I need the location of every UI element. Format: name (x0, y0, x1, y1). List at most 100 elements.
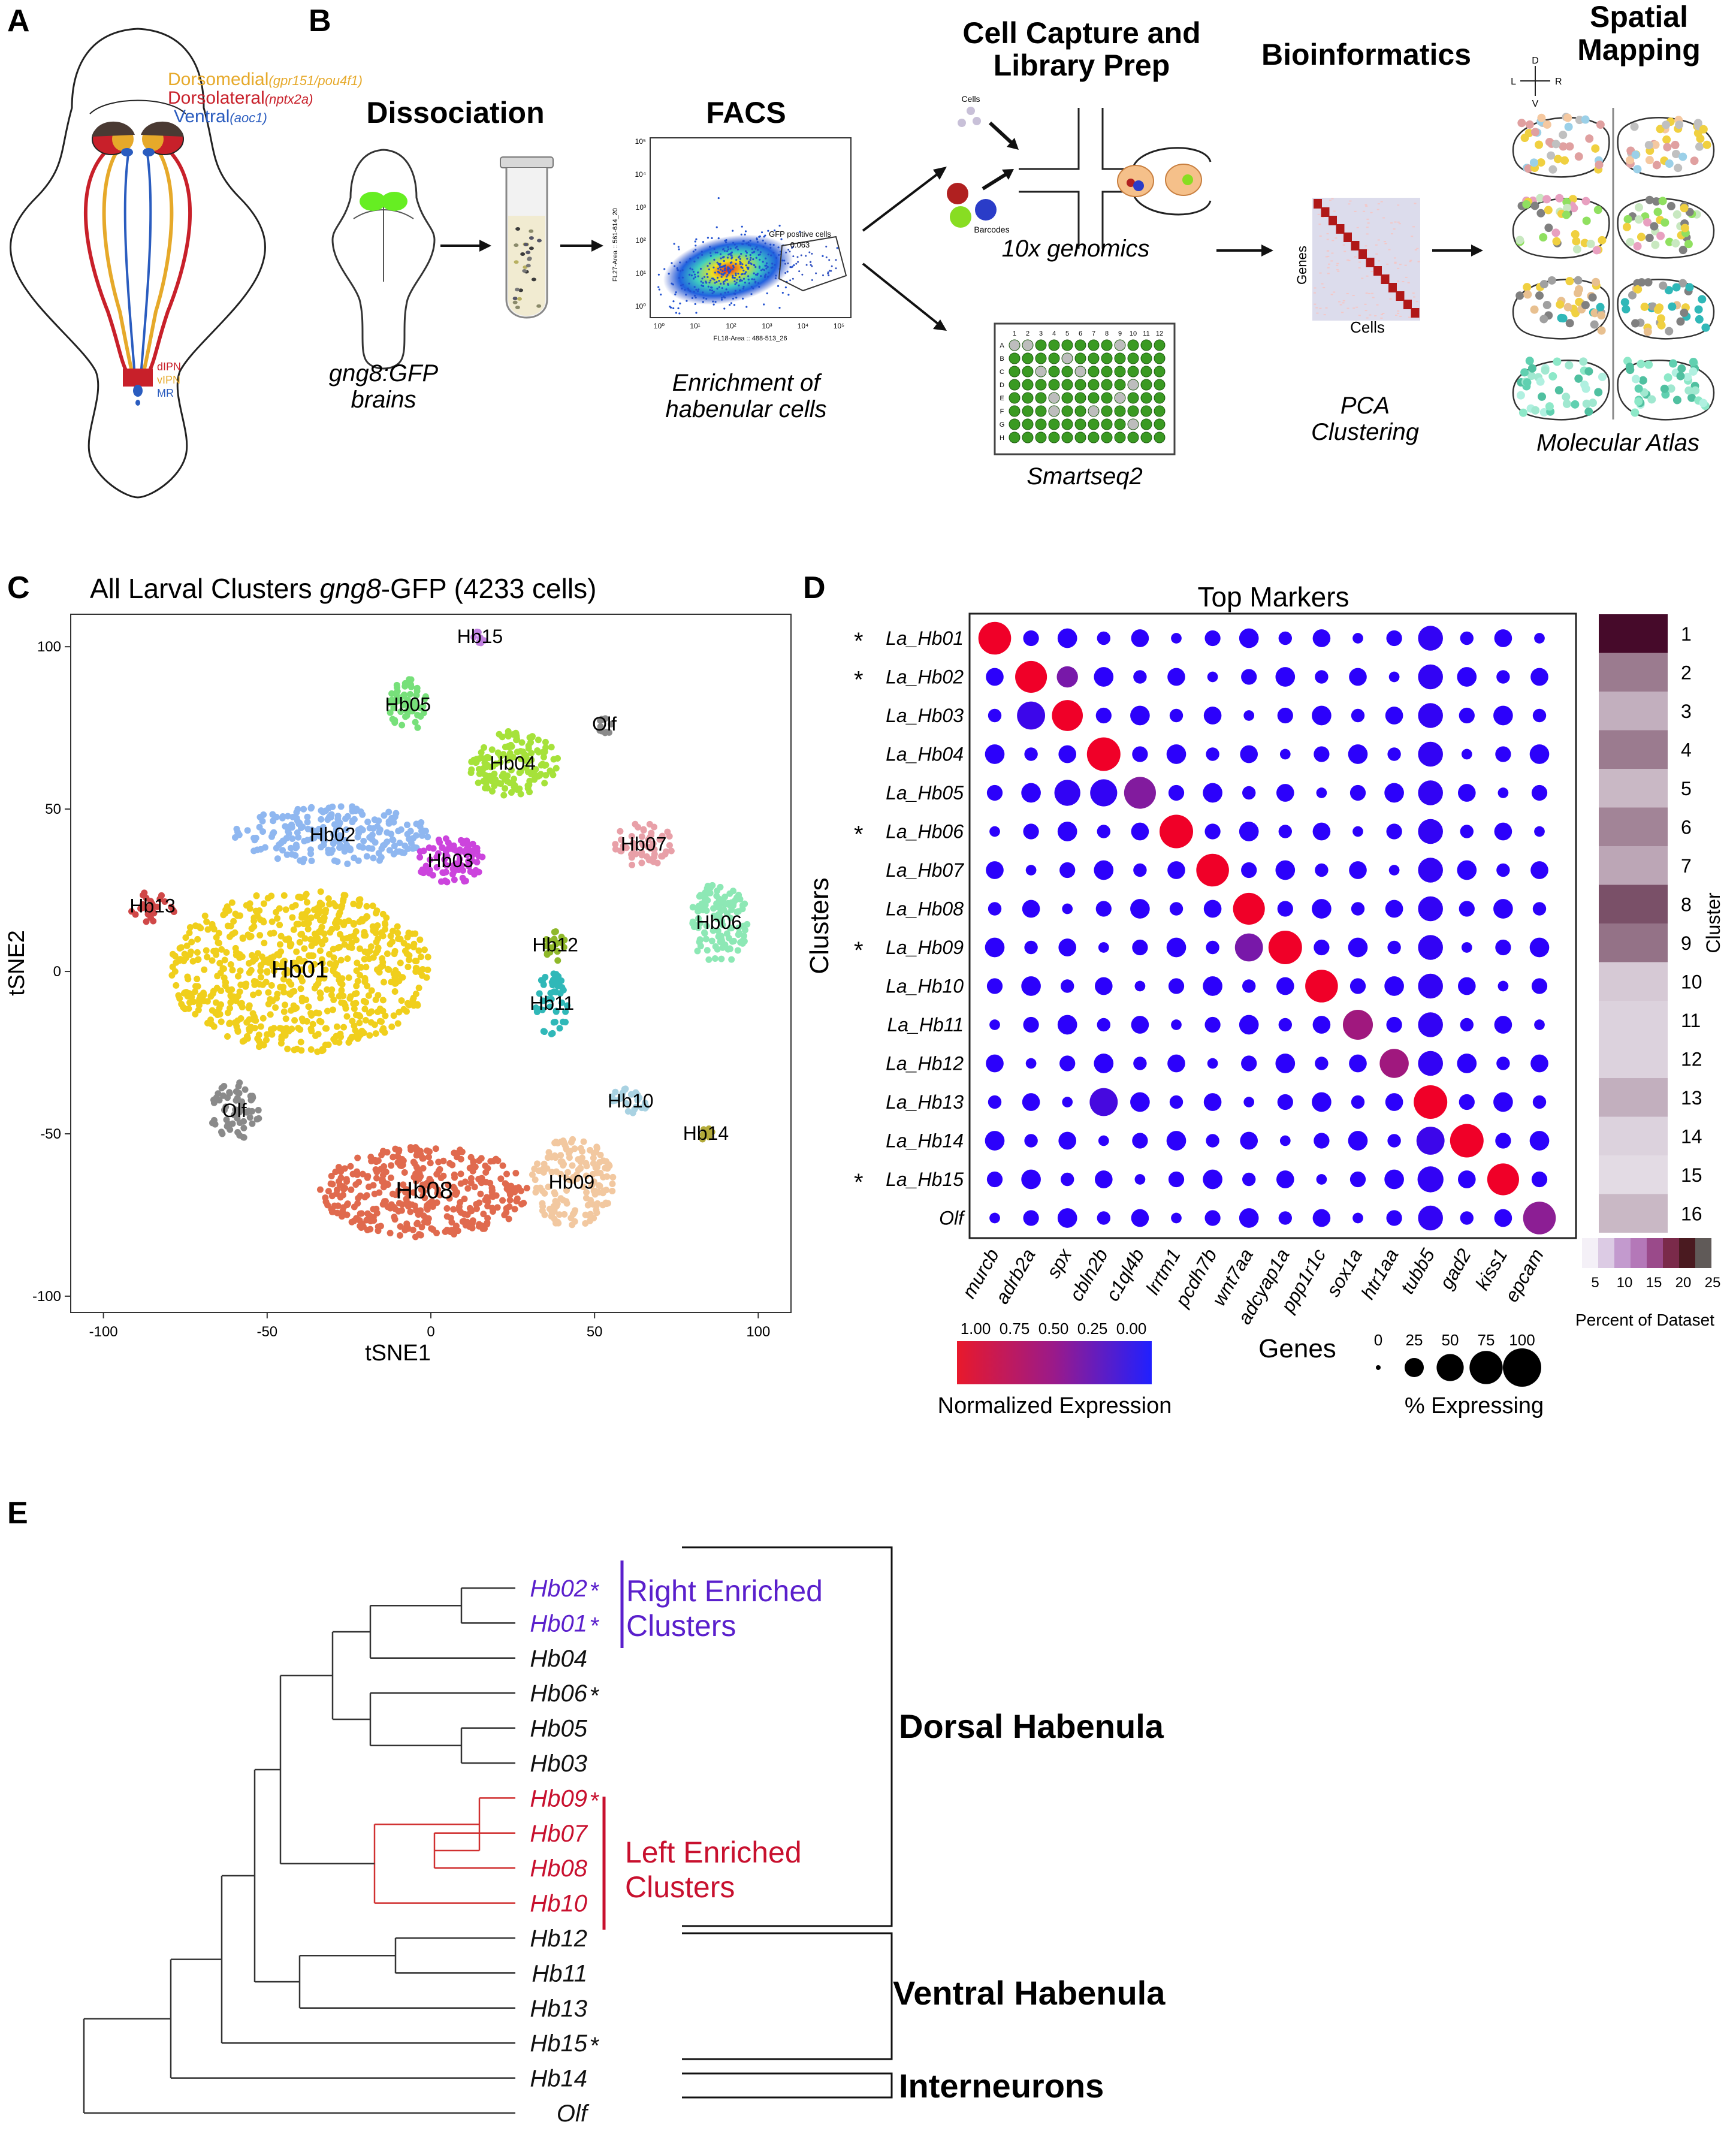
tsne-point (488, 787, 496, 795)
plate-col-label: 11 (1143, 330, 1149, 337)
tsne-point (377, 1166, 384, 1173)
facs-event (749, 240, 751, 242)
tsne-point (318, 816, 325, 823)
tsne-point (289, 851, 296, 858)
facs-event (749, 245, 751, 247)
tsne-point (315, 980, 322, 987)
cluster-number: 4 (1681, 740, 1692, 761)
facs-event (723, 269, 726, 271)
tsne-point (694, 947, 701, 955)
plate-well (1101, 418, 1113, 430)
dotplot-dot (1418, 819, 1443, 844)
heatmap-noise (1370, 271, 1373, 273)
tsne-point (640, 826, 647, 833)
tsne-point (330, 1208, 337, 1215)
tsne-point (147, 898, 154, 905)
atlas-cell (1630, 122, 1639, 131)
facs-event (729, 253, 731, 255)
heatmap-block (1321, 207, 1330, 217)
heatmap-noise (1346, 259, 1349, 261)
tsne-point (699, 1131, 707, 1139)
tsne-point (395, 1009, 403, 1016)
tsne-point (529, 733, 536, 740)
facs-event (742, 285, 745, 288)
tsne-point (741, 900, 748, 907)
tsne-point (397, 708, 404, 716)
atlas-cell (1666, 201, 1675, 210)
heatmap-noise (1372, 297, 1375, 298)
facs-event (681, 269, 684, 271)
atlas-cell (1689, 367, 1698, 376)
tsne-point (363, 1217, 370, 1224)
facs-event (777, 246, 780, 249)
tsne-point (364, 982, 371, 989)
tsne-point (734, 947, 741, 954)
tsne-point (290, 1002, 297, 1009)
dotplot-dot (1279, 748, 1291, 760)
tsne-point (548, 1213, 555, 1220)
tsne-point (497, 1175, 505, 1182)
tsne-point (415, 947, 422, 954)
dotplot-dot (1494, 1209, 1512, 1227)
facs-event (739, 262, 741, 265)
tsne-point (715, 895, 723, 903)
atlas-cell (1515, 236, 1524, 245)
atlas-cell (1701, 323, 1710, 332)
dotplot-dot (1314, 746, 1330, 762)
atlas-cell (1544, 206, 1553, 215)
dotplot-dot (1418, 896, 1443, 922)
plate-well (1009, 392, 1021, 404)
facs-event (760, 269, 763, 271)
tsne-point (541, 1211, 548, 1218)
dendrogram-leaf-label: Hb03 (530, 1750, 587, 1777)
tsne-point (582, 1160, 590, 1167)
tsne-point (355, 857, 362, 864)
tsne-point (566, 1148, 573, 1155)
tsne-point (421, 696, 428, 703)
tsne-point (394, 1152, 401, 1160)
cluster-bar-cell (1599, 807, 1668, 846)
tsne-point (541, 748, 548, 755)
tsne-point (373, 1175, 381, 1182)
arrowhead-4 (1471, 245, 1483, 256)
atlas-cell (1699, 399, 1708, 408)
tsne-point (328, 811, 335, 818)
atlas-cell (1656, 314, 1665, 323)
heatmap-noise (1327, 267, 1330, 268)
tsne-point (276, 1025, 283, 1032)
tsne-point (217, 970, 224, 977)
tsne-point (556, 1025, 563, 1032)
facs-event (732, 297, 734, 300)
atlas-cell (1571, 230, 1580, 239)
tsne-point (549, 1030, 556, 1037)
plate-well (1009, 431, 1021, 443)
tsne-point (222, 910, 229, 917)
atlas-cell (1542, 195, 1551, 204)
dotplot-dot (1097, 1211, 1111, 1225)
atlas-cell (1555, 194, 1564, 203)
dotplot-dot (1384, 976, 1404, 996)
tsne-cluster-label: Hb13 (129, 895, 176, 917)
heatmap-noise (1378, 260, 1381, 262)
atlas-cell (1687, 393, 1696, 402)
tsne-point (292, 841, 300, 849)
atlas-cell (1590, 320, 1599, 329)
atlas-cell (1536, 209, 1545, 218)
facs-gated-event (789, 250, 791, 253)
panel-letter-e: E (7, 1496, 28, 1531)
tsne-point (475, 629, 482, 636)
atlas-cell (1684, 240, 1693, 249)
tsne-point (161, 898, 168, 905)
dotplot-dot (1498, 787, 1509, 798)
tsne-point (454, 1154, 461, 1161)
heatmap-noise (1389, 298, 1392, 300)
dotplot-dot (1388, 865, 1400, 876)
facs-event (714, 282, 716, 284)
tsne-point (294, 966, 301, 973)
facs-gated-event (831, 265, 833, 267)
heatmap-noise (1366, 249, 1369, 251)
tsne-point (354, 1154, 361, 1161)
atlas-cell (1565, 361, 1574, 370)
heatmap-noise (1325, 307, 1328, 309)
dotplot-dot (1493, 1092, 1513, 1112)
